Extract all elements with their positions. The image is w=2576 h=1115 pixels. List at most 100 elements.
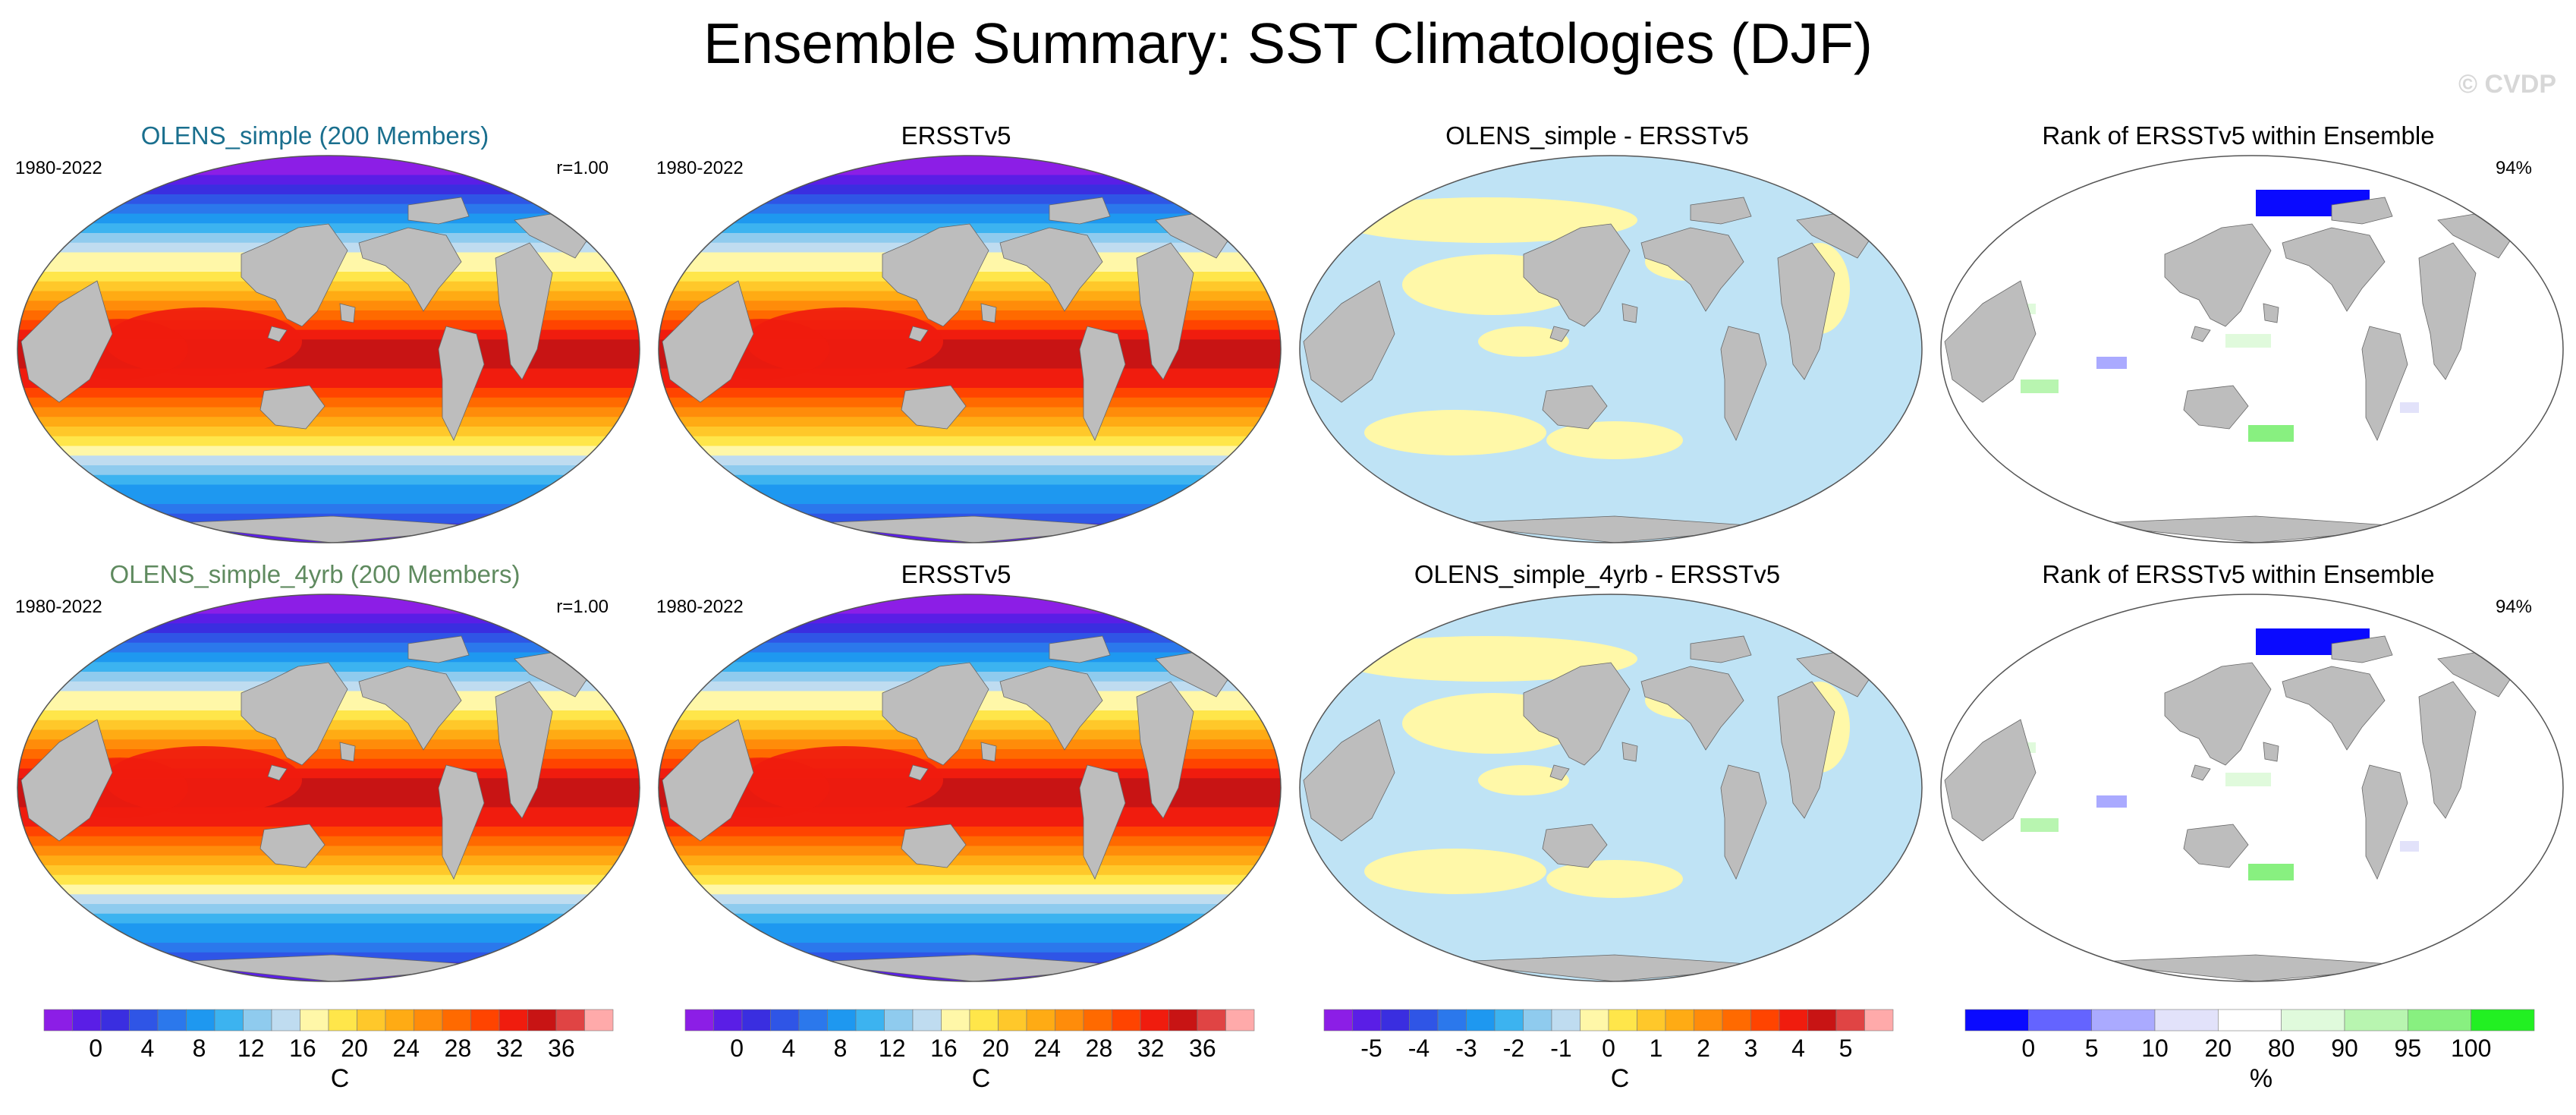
panel-r2c4: Rank of ERSSTv5 within Ensemble 94% — [1923, 560, 2564, 997]
colorbar-box — [499, 1009, 528, 1032]
greenland-landmass — [1049, 197, 1111, 225]
sst-band — [17, 652, 640, 663]
sst-band — [17, 913, 640, 924]
sst-band — [17, 933, 640, 943]
colorbar-box — [1083, 1009, 1112, 1032]
colorbar-tick-label: -2 — [1503, 1035, 1524, 1062]
new-guinea-landmass — [2263, 742, 2279, 762]
asia-landmass — [2164, 662, 2272, 766]
sst-band — [659, 729, 1281, 741]
colorbar-box — [2091, 1009, 2156, 1032]
colorbar-box — [414, 1009, 443, 1032]
sst-band — [17, 465, 640, 476]
panel-title: OLENS_simple - ERSSTv5 — [1445, 121, 1749, 150]
west-africa-landmass — [1944, 280, 2037, 403]
rank-background — [1941, 594, 2563, 981]
asia-landmass — [1523, 223, 1631, 327]
sst-band — [659, 446, 1281, 457]
colorbar-unit: C — [971, 1064, 991, 1093]
sst-band — [659, 913, 1281, 924]
sst-band — [659, 378, 1281, 389]
sst-band — [659, 484, 1281, 496]
correlation-label: r=1.00 — [556, 158, 609, 178]
new-guinea-landmass — [339, 742, 356, 762]
asia-landmass — [241, 223, 348, 327]
colorbar-box — [1437, 1009, 1467, 1032]
page-title: Ensemble Summary: SST Climatologies (DJF… — [703, 11, 1873, 75]
colorbar-box — [770, 1009, 800, 1032]
diff-patch — [1334, 636, 1637, 682]
colorbar-svg: 0 4 8 12 16 20 24 28 32 36 — [684, 1009, 1255, 1062]
colorbar-tick-label: -4 — [1408, 1035, 1430, 1062]
sst-band — [17, 943, 640, 953]
maritime-continent — [2191, 764, 2211, 781]
rank-summary: 94% — [2495, 158, 2532, 178]
sst-band — [17, 397, 640, 408]
colorbar-box — [798, 1009, 828, 1032]
panel-r2c2: ERSSTv5 1980-2022 — [641, 560, 1282, 997]
colorbar-box — [300, 1009, 329, 1032]
colorbar-tick-label: 28 — [445, 1035, 472, 1062]
maritime-continent — [267, 326, 288, 342]
panel-title: OLENS_simple (200 Members) — [140, 121, 489, 150]
colorbar-box — [1225, 1009, 1255, 1032]
sst-band — [17, 203, 640, 215]
sst-band — [659, 652, 1281, 663]
colorbar-tick-label: 1 — [1650, 1035, 1663, 1062]
colorbar-tick-label: 4 — [1791, 1035, 1805, 1062]
rank-patch — [2400, 841, 2419, 852]
rank-patch — [2096, 357, 2127, 369]
new-guinea-landmass — [1621, 303, 1638, 323]
colorbar-sst-2: 0 4 8 12 16 20 24 28 32 36 C — [684, 1009, 1277, 1093]
sst-band — [17, 446, 640, 457]
sst-band — [659, 943, 1281, 953]
sst-band — [17, 865, 640, 876]
sst-band — [17, 846, 640, 857]
colorbar-tick-label: 95 — [2395, 1035, 2422, 1062]
map-field — [659, 156, 1281, 543]
map-field — [17, 156, 640, 543]
sst-band — [17, 427, 640, 437]
africa-landmass — [495, 681, 553, 819]
west-africa-landmass — [1944, 719, 2037, 842]
colorbar-box — [271, 1009, 300, 1032]
rank-patch — [2400, 402, 2419, 413]
rank-patch — [2248, 425, 2294, 442]
colorbar-tick-label: 10 — [2141, 1035, 2169, 1062]
colorbar-box — [157, 1009, 187, 1032]
sst-band — [659, 504, 1281, 515]
colorbar-box — [1580, 1009, 1609, 1032]
sst-band — [659, 603, 1281, 615]
map-field — [1941, 156, 2563, 543]
colorbar-box — [2344, 1009, 2408, 1032]
map-outline — [1940, 594, 2564, 982]
colorbar-box — [855, 1009, 885, 1032]
colorbar-box — [1779, 1009, 1808, 1032]
sst-band — [659, 417, 1281, 427]
colorbar-box — [243, 1009, 272, 1032]
colorbar-box — [1608, 1009, 1637, 1032]
africa-landmass — [1777, 681, 1835, 819]
map-sst — [658, 155, 1282, 543]
colorbar-box — [827, 1009, 857, 1032]
africa-landmass — [1777, 242, 1835, 380]
sst-band — [17, 603, 640, 615]
sst-band — [659, 213, 1281, 225]
rank-background — [1941, 156, 2563, 543]
sst-band — [659, 865, 1281, 876]
sst-band — [17, 194, 640, 205]
greenland-landmass — [1049, 635, 1111, 663]
sst-band — [17, 827, 640, 837]
period-label: 1980-2022 — [15, 158, 102, 178]
colorbar-box — [1197, 1009, 1226, 1032]
colorbar-box — [2408, 1009, 2471, 1032]
colorbar-box — [1494, 1009, 1524, 1032]
colorbar-box — [1665, 1009, 1694, 1032]
colorbar-box — [713, 1009, 743, 1032]
sst-band — [17, 474, 640, 486]
colorbar-tick-label: 0 — [89, 1035, 102, 1062]
colorbar-box — [1466, 1009, 1496, 1032]
sst-band — [659, 291, 1281, 302]
panel-r2c3: OLENS_simple_4yrb - ERSSTv5 — [1282, 560, 1923, 997]
panel-r1c3: OLENS_simple - ERSSTv5 — [1282, 121, 1923, 558]
